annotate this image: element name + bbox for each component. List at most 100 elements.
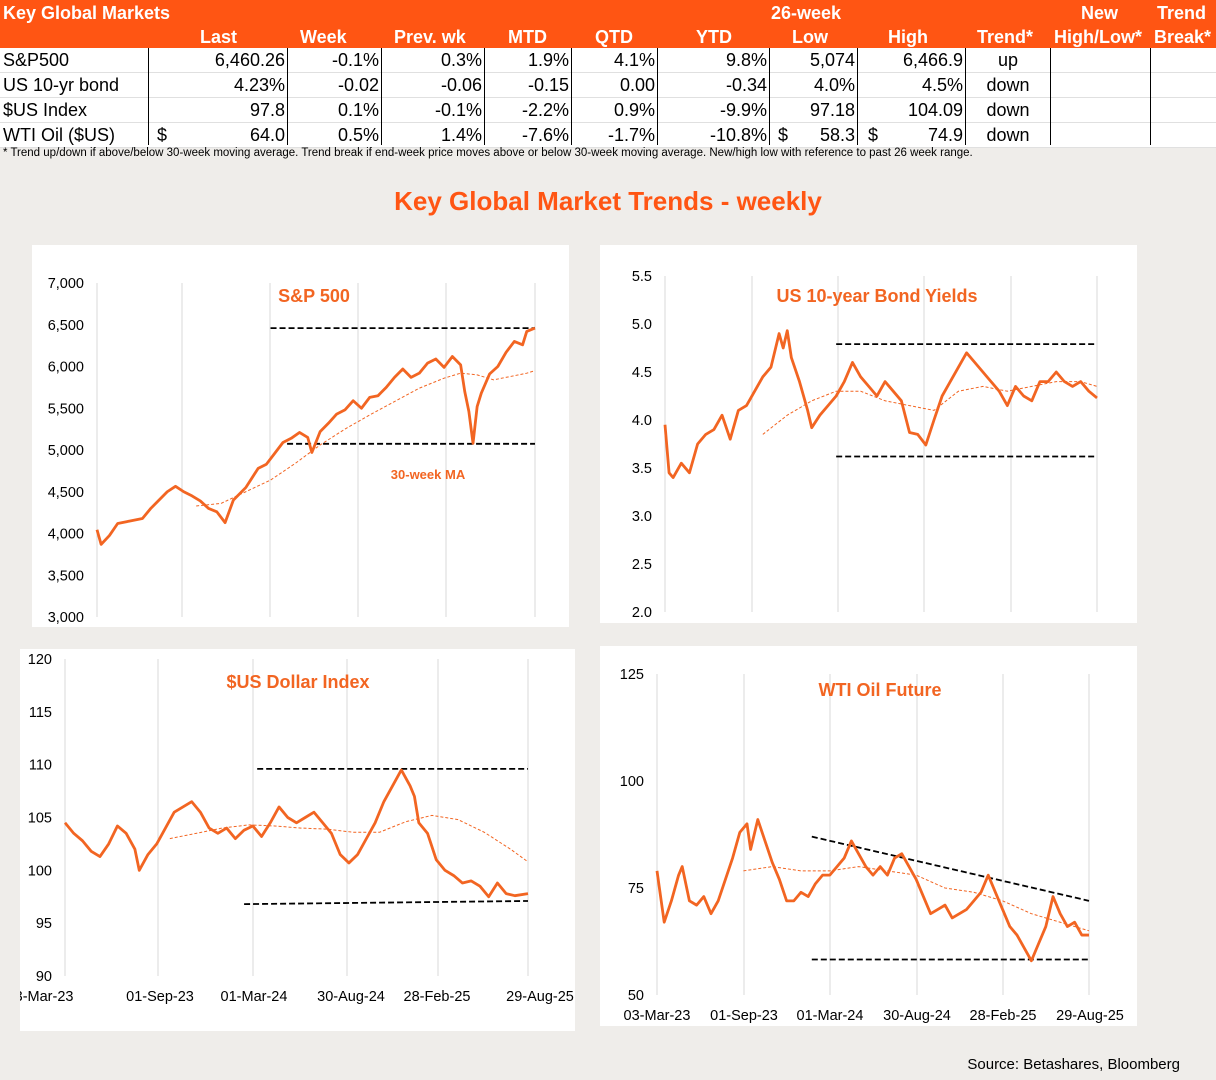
cell-week: 0.1% — [337, 100, 379, 120]
table-row: S&P500 6,460.26 -0.1% 0.3% 1.9% 4.1% 9.8% 5,074… — [0, 48, 1216, 73]
cell-mtd: 1.9% — [527, 50, 569, 70]
cell-week: -0.02 — [337, 75, 379, 95]
y-tick-label: 5.0 — [632, 317, 652, 333]
cell-prev: -0.06 — [440, 75, 482, 95]
moving-average-line — [169, 814, 529, 863]
cell-trend: down — [986, 100, 1030, 120]
table-footnote: * Trend up/down if above/below 30-week m… — [3, 147, 973, 159]
usd-index-chart: 90 95 100 105 110 115 120 03-Mar-23 01-Sep-23 01-… — [7, 652, 574, 1005]
us10y-chart: 2.0 2.5 3.0 3.5 4.0 4.5 5.0 5.5 US 10-year Bond … — [632, 269, 1098, 621]
x-tick-label: 30-Aug-24 — [883, 1008, 951, 1024]
cell-cur1: $ — [157, 125, 168, 145]
table-header: Key Global Markets Last Week Prev. wk MT… — [0, 0, 1216, 48]
y-tick-label: 5.5 — [632, 269, 652, 285]
y-tick-label: 120 — [28, 652, 52, 668]
y-tick-label: 6,000 — [48, 360, 84, 376]
wti-chart: 50 75 100 125 03-Mar-23 01-Sep-23 01-Mar-24 30-… — [620, 667, 1124, 1024]
y-tick-label: 50 — [628, 988, 644, 1004]
key-markets-table: Key Global Markets Last Week Prev. wk MT… — [0, 0, 1216, 148]
col-low: Low — [792, 27, 828, 47]
cell-qtd: 4.1% — [613, 50, 655, 70]
table-title: Key Global Markets — [3, 3, 171, 23]
cell-low: 97.18 — [809, 100, 855, 120]
cell-trend: down — [986, 75, 1030, 95]
y-tick-label: 115 — [29, 705, 52, 721]
cell-last: 4.23% — [233, 75, 285, 95]
cell-name: US 10-yr bond — [3, 75, 120, 95]
chart-title: WTI Oil Future — [819, 680, 942, 700]
y-tick-label: 125 — [620, 667, 644, 683]
y-tick-label: 2.0 — [632, 605, 652, 621]
divider — [287, 48, 288, 145]
moving-average-line — [196, 370, 536, 507]
cell-name: WTI Oil ($US) — [3, 125, 115, 145]
chart-title: S&P 500 — [278, 286, 350, 306]
cell-cur2: $ — [778, 125, 789, 145]
y-tick-label: 3.0 — [632, 509, 652, 525]
cell-high: 4.5% — [921, 75, 963, 95]
cell-prev: -0.1% — [434, 100, 482, 120]
cell-high: 104.09 — [907, 100, 963, 120]
cell-week: -0.1% — [331, 50, 379, 70]
moving-average-line — [762, 381, 1098, 435]
y-tick-label: 3.5 — [632, 461, 652, 477]
y-tick-label: 90 — [36, 969, 52, 985]
y-tick-label: 75 — [628, 881, 644, 897]
source-note: Source: Betashares, Bloomberg — [967, 1056, 1180, 1073]
y-tick-label: 100 — [620, 774, 644, 790]
us10y-panel: 2.0 2.5 3.0 3.5 4.0 4.5 5.0 5.5 US 10-year Bond … — [600, 245, 1137, 623]
x-tick-label: 01-Mar-24 — [221, 989, 288, 1005]
usd-index-panel: 90 95 100 105 110 115 120 03-Mar-23 01-Sep-23 01-… — [7, 649, 575, 1031]
cell-qtd: -1.7% — [607, 125, 655, 145]
chart-title: $US Dollar Index — [226, 672, 369, 692]
y-tick-label: 4.5 — [632, 365, 652, 381]
cell-last: 64.0 — [249, 125, 285, 145]
col-break-bottom: Break* — [1154, 27, 1212, 47]
cell-last: 97.8 — [249, 100, 285, 120]
col-high: High — [888, 27, 928, 47]
y-tick-label: 7,000 — [48, 276, 84, 292]
col-trend: Trend* — [977, 27, 1034, 47]
table-row: US 10-yr bond 4.23% -0.02 -0.06 -0.15 0.00 -0.… — [0, 73, 1216, 98]
x-tick-label: 01-Sep-23 — [126, 989, 194, 1005]
cell-low: 58.3 — [819, 125, 855, 145]
cell-prev: 0.3% — [440, 50, 482, 70]
cell-name: $US Index — [3, 100, 88, 120]
col-last: Last — [200, 27, 238, 47]
y-tick-label: 95 — [36, 916, 52, 932]
price-line — [95, 326, 536, 546]
x-tick-label: 29-Aug-25 — [506, 989, 574, 1005]
col-mtd: MTD — [508, 27, 547, 47]
cell-qtd: 0.00 — [619, 75, 655, 95]
cell-name: S&P500 — [3, 50, 70, 70]
x-tick-label: 28-Feb-25 — [404, 989, 471, 1005]
cell-high: 74.9 — [927, 125, 963, 145]
price-line — [63, 768, 529, 899]
cell-last: 6,460.26 — [214, 50, 285, 70]
ma-label: 30-week MA — [391, 467, 466, 482]
divider — [769, 48, 770, 145]
y-tick-label: 5,500 — [48, 401, 84, 417]
col-ytd: YTD — [696, 27, 732, 47]
range-line — [811, 835, 1090, 902]
col-prev-wk: Prev. wk — [394, 27, 466, 47]
table-row: $US Index 97.8 0.1% -0.1% -2.2% 0.9% -9.9% 97.1… — [0, 98, 1216, 123]
x-tick-label: 28-Feb-25 — [970, 1008, 1037, 1024]
divider — [571, 48, 572, 145]
cell-mtd: -0.15 — [527, 75, 569, 95]
y-tick-label: 3,500 — [48, 568, 84, 584]
chart-title: US 10-year Bond Yields — [776, 286, 977, 306]
divider — [1150, 48, 1151, 145]
divider — [1050, 48, 1051, 145]
table-row: WTI Oil ($US) $64.0 0.5% 1.4% -7.6% -1.7% -10.… — [0, 123, 1216, 148]
price-line — [663, 329, 1098, 480]
sp500-chart: 3,000 3,500 4,000 4,500 5,000 5,500 6,000 6,500… — [48, 276, 536, 626]
x-tick-label: 03-Mar-23 — [624, 1008, 691, 1024]
cell-ytd: -9.9% — [719, 100, 767, 120]
y-tick-label: 3,000 — [48, 610, 84, 626]
cell-trend: down — [986, 125, 1030, 145]
cell-low: 5,074 — [809, 50, 855, 70]
divider — [965, 48, 966, 145]
cell-qtd: 0.9% — [613, 100, 655, 120]
table-body: S&P500 6,460.26 -0.1% 0.3% 1.9% 4.1% 9.8% 5,074… — [0, 48, 1216, 148]
